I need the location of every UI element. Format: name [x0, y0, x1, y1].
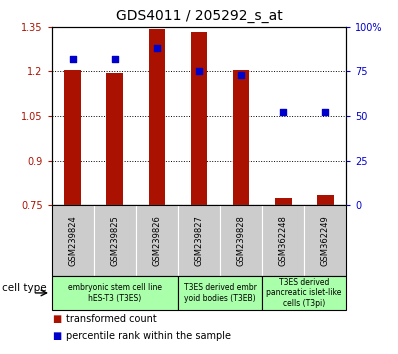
Text: cell type: cell type — [2, 282, 47, 293]
Text: GSM239827: GSM239827 — [195, 215, 203, 266]
Text: GSM239828: GSM239828 — [236, 215, 246, 266]
Bar — [106, 73, 123, 205]
Text: ■: ■ — [52, 331, 61, 341]
Point — [196, 68, 202, 74]
Point — [280, 109, 286, 115]
Bar — [191, 32, 207, 205]
Text: GDS4011 / 205292_s_at: GDS4011 / 205292_s_at — [116, 9, 282, 23]
Bar — [275, 198, 292, 205]
Text: T3ES derived
pancreatic islet-like
cells (T3pi): T3ES derived pancreatic islet-like cells… — [267, 278, 342, 308]
Point — [154, 45, 160, 51]
Point — [238, 72, 244, 78]
Bar — [317, 195, 334, 205]
Text: ■: ■ — [52, 314, 61, 324]
Text: transformed count: transformed count — [66, 314, 156, 324]
Bar — [148, 29, 165, 205]
Bar — [233, 70, 250, 205]
Text: embryonic stem cell line
hES-T3 (T3ES): embryonic stem cell line hES-T3 (T3ES) — [68, 283, 162, 303]
Point — [112, 56, 118, 62]
Text: GSM362249: GSM362249 — [321, 215, 330, 266]
Bar — [64, 70, 81, 205]
Text: GSM362248: GSM362248 — [279, 215, 288, 266]
Text: GSM239824: GSM239824 — [68, 215, 77, 266]
Text: GSM239826: GSM239826 — [152, 215, 162, 266]
Text: T3ES derived embr
yoid bodies (T3EB): T3ES derived embr yoid bodies (T3EB) — [183, 283, 256, 303]
Point — [322, 109, 328, 115]
Text: percentile rank within the sample: percentile rank within the sample — [66, 331, 231, 341]
Point — [70, 56, 76, 62]
Text: GSM239825: GSM239825 — [110, 215, 119, 266]
